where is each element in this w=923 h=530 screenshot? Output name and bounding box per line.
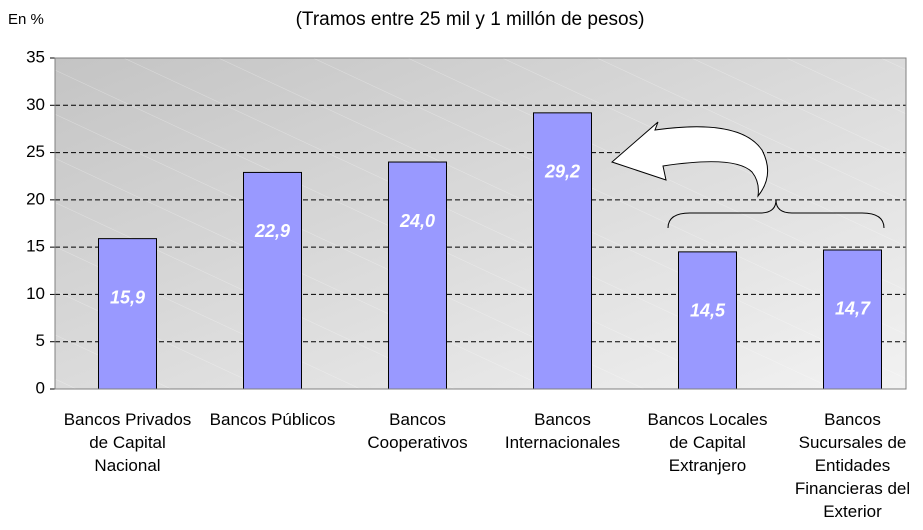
- y-tick-label: 20: [26, 189, 45, 208]
- arrow: [611, 121, 769, 198]
- bar: [388, 161, 447, 390]
- x-tick-label: Bancos Internacionales: [504, 410, 621, 452]
- y-tick-label: 0: [36, 378, 45, 397]
- x-tick-label: Bancos Locales de Capital Extranjero: [647, 410, 768, 475]
- value-label: 14,5: [690, 301, 726, 321]
- brace: [667, 199, 885, 229]
- value-label: 15,9: [110, 287, 145, 307]
- plot-border: [54, 57, 907, 390]
- value-label: 14,7: [835, 299, 871, 319]
- bar: [823, 249, 882, 390]
- y-tick-label: 10: [26, 284, 45, 303]
- bar: [678, 251, 737, 390]
- chart-title: (Tramos entre 25 mil y 1 millón de pesos…: [296, 9, 645, 30]
- y-tick-label: 15: [26, 237, 45, 256]
- bar: [243, 171, 302, 390]
- y-axis-label: En %: [8, 11, 44, 28]
- x-tick-label: Bancos Cooperativos: [367, 410, 468, 452]
- value-label: 29,2: [544, 162, 580, 182]
- y-tick-label: 5: [36, 331, 45, 350]
- x-tick-label: Bancos Públicos: [209, 410, 336, 429]
- bar: [98, 238, 157, 390]
- value-label: 24,0: [399, 211, 435, 231]
- plot-pattern: [55, 58, 906, 389]
- value-label: 22,9: [254, 221, 290, 241]
- bar: [533, 112, 592, 390]
- y-tick-label: 30: [26, 95, 45, 114]
- x-tick-label: Bancos Sucursales de Entidades Financier…: [794, 410, 911, 521]
- y-tick-label: 35: [26, 47, 45, 66]
- x-tick-label: Bancos Privados de Capital Nacional: [63, 410, 192, 475]
- y-tick-label: 25: [26, 142, 45, 161]
